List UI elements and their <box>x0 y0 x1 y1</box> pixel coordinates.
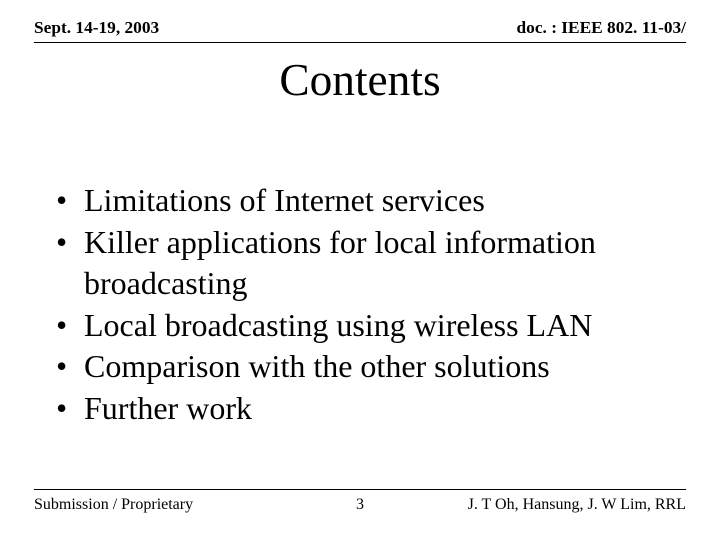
page-number: 3 <box>34 496 686 514</box>
header-row: Sept. 14-19, 2003 doc. : IEEE 802. 11-03… <box>34 18 686 38</box>
bullet-list: • Limitations of Internet services • Kil… <box>56 180 664 430</box>
bullet-text: Further work <box>84 388 664 430</box>
footer: Submission / Proprietary 3 J. T Oh, Hans… <box>34 489 686 514</box>
header: Sept. 14-19, 2003 doc. : IEEE 802. 11-03… <box>34 18 686 43</box>
list-item: • Killer applications for local informat… <box>56 222 664 305</box>
bullet-text: Limitations of Internet services <box>84 180 664 222</box>
bullet-icon: • <box>56 388 84 430</box>
slide: Sept. 14-19, 2003 doc. : IEEE 802. 11-03… <box>0 0 720 540</box>
footer-rule <box>34 489 686 490</box>
bullet-icon: • <box>56 305 84 347</box>
bullet-icon: • <box>56 180 84 222</box>
page-title: Contents <box>0 54 720 106</box>
footer-row: Submission / Proprietary 3 J. T Oh, Hans… <box>34 496 686 514</box>
list-item: • Local broadcasting using wireless LAN <box>56 305 664 347</box>
bullet-text: Comparison with the other solutions <box>84 346 664 388</box>
body: • Limitations of Internet services • Kil… <box>56 180 664 430</box>
bullet-text: Killer applications for local informatio… <box>84 222 664 305</box>
list-item: • Limitations of Internet services <box>56 180 664 222</box>
list-item: • Comparison with the other solutions <box>56 346 664 388</box>
list-item: • Further work <box>56 388 664 430</box>
header-rule <box>34 42 686 43</box>
bullet-text: Local broadcasting using wireless LAN <box>84 305 664 347</box>
bullet-icon: • <box>56 222 84 264</box>
header-docref: doc. : IEEE 802. 11-03/ <box>517 18 686 38</box>
bullet-icon: • <box>56 346 84 388</box>
header-date: Sept. 14-19, 2003 <box>34 18 159 38</box>
